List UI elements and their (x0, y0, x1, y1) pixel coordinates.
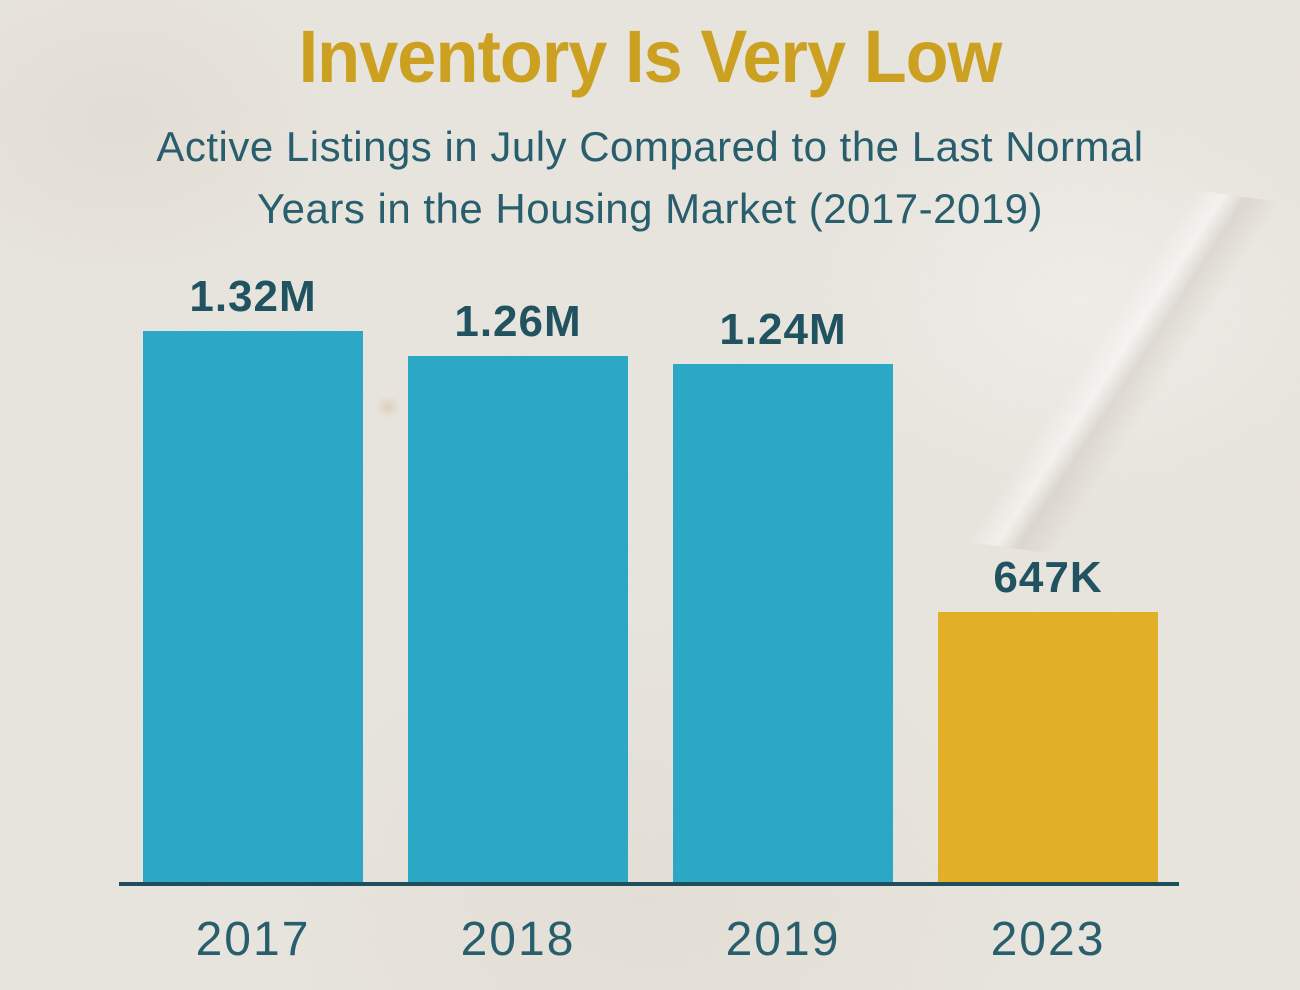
bar-chart: 1.32M 1.26M 1.24M 647K (143, 275, 1158, 882)
page-subtitle: Active Listings in July Compared to the … (0, 116, 1300, 240)
bar-group-2023: 647K (938, 556, 1158, 882)
x-axis-labels: 2017 2018 2019 2023 (143, 912, 1158, 967)
x-axis-line (119, 882, 1179, 886)
value-label-2023: 647K (993, 553, 1103, 602)
x-axis-label-2018: 2018 (460, 913, 576, 966)
subtitle-line-1: Active Listings in July Compared to the … (156, 123, 1144, 170)
bar-group-2017: 1.32M (143, 275, 363, 882)
bar-2017 (143, 331, 363, 882)
x-axis-label-2023: 2023 (990, 913, 1106, 966)
value-label-2018: 1.26M (454, 297, 582, 346)
bar-2019 (673, 364, 893, 882)
value-label-2019: 1.24M (719, 305, 847, 354)
bar-group-2019: 1.24M (673, 308, 893, 882)
bar-group-2018: 1.26M (408, 300, 628, 882)
value-label-2017: 1.32M (189, 272, 317, 321)
subtitle-line-2: Years in the Housing Market (2017-2019) (256, 185, 1044, 232)
x-axis-label-2017: 2017 (195, 913, 311, 966)
bar-2023 (938, 612, 1158, 882)
page-title: Inventory Is Very Low (298, 15, 1003, 98)
bar-2018 (408, 356, 628, 882)
x-axis-label-2019: 2019 (725, 913, 841, 966)
